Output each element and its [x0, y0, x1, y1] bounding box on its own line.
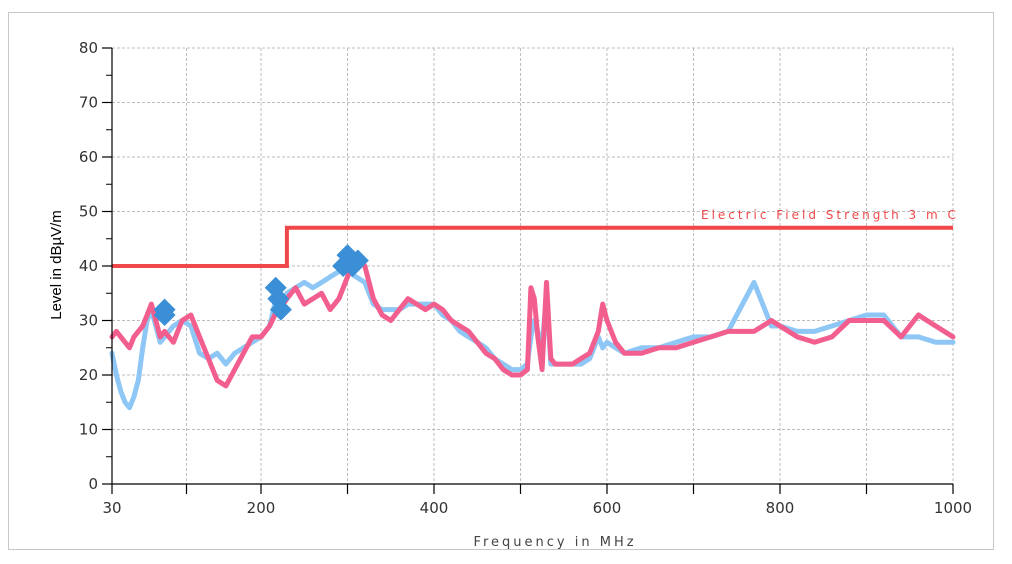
y-tick-label: 30 [79, 312, 98, 330]
limit-layer [112, 225, 953, 268]
y-tick-label: 70 [79, 94, 98, 112]
x-tick-label: 30 [102, 499, 121, 517]
y-tick-label: 0 [88, 475, 98, 493]
marker-layer [153, 244, 369, 327]
y-axis-label: Level in dBµV/m [48, 210, 65, 320]
axes: 0 10 20 30 40 50 60 70 80 30 200 400 600 800 1000 [79, 39, 972, 517]
limit-line-label: Electric Field Strength 3 m C [701, 208, 959, 222]
marker-point [269, 298, 292, 321]
y-tick-label: 60 [79, 148, 98, 166]
y-tick-label: 80 [79, 39, 98, 57]
x-tick-label: 200 [247, 499, 276, 517]
x-tick-label: 600 [593, 499, 622, 517]
marker-point [153, 304, 176, 327]
y-tick-label: 10 [79, 421, 98, 439]
series-layer [109, 252, 956, 411]
x-tick-label: 1000 [934, 499, 972, 517]
x-tick-label: 800 [766, 499, 795, 517]
y-tick-label: 50 [79, 203, 98, 221]
grid [112, 47, 954, 484]
y-tick-label: 40 [79, 257, 98, 275]
y-tick-label: 20 [79, 366, 98, 384]
x-tick-label: 400 [420, 499, 449, 517]
chart-frame: 0 10 20 30 40 50 60 70 80 30 200 400 600 800 1000 Leve… [8, 12, 994, 550]
x-axis-label: Frequency in MHz [473, 535, 636, 550]
limit-line [112, 225, 953, 268]
marker-point [346, 249, 369, 272]
trace-line-2 [109, 252, 956, 389]
emission-chart: 0 10 20 30 40 50 60 70 80 30 200 400 600 800 1000 Leve… [48, 39, 972, 550]
